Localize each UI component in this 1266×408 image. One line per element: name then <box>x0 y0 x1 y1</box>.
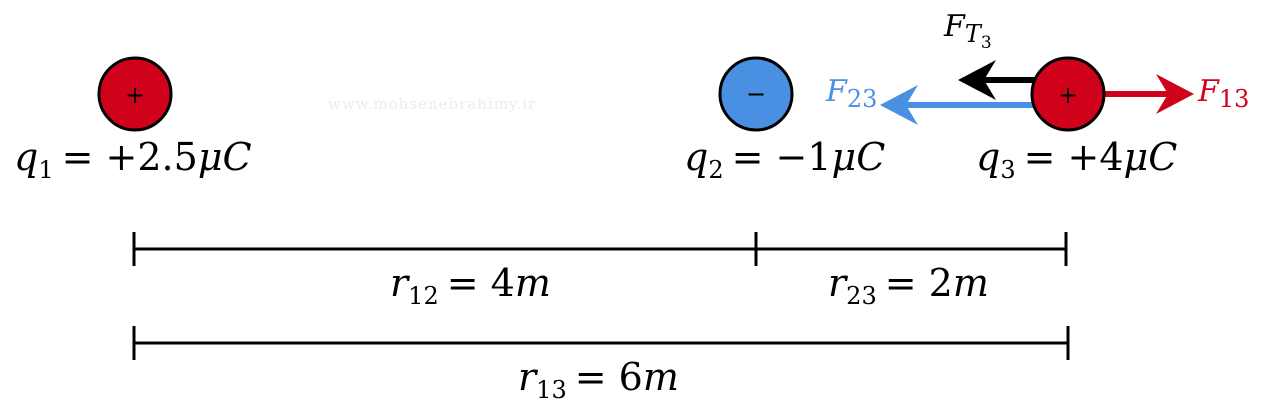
force-total-arrow <box>958 60 1040 100</box>
charge-q3-label: q3 = +4μC <box>976 135 1177 184</box>
force-13-label: F13 <box>1197 74 1249 113</box>
charge-q3-sign: + <box>1058 81 1078 109</box>
charge-q1: + <box>97 56 173 132</box>
distance-r23-label: r23 = 2m <box>828 261 989 310</box>
charge-q2: − <box>718 56 794 132</box>
watermark-text: www.mohsenebrahimy.ir <box>328 95 536 113</box>
distance-bar-upper <box>132 232 1068 266</box>
force-total-label: FT3 <box>943 9 992 53</box>
force-23-arrow <box>880 85 1034 125</box>
charge-q2-label: q2 = −1μC <box>684 135 885 184</box>
distance-r13-label: r13 = 6m <box>518 355 679 404</box>
charge-q3-circle <box>1030 56 1106 132</box>
charge-q3: + <box>1030 56 1106 132</box>
charge-q1-sign: + <box>125 81 145 109</box>
force-23-label: F23 <box>825 74 877 113</box>
force-13-arrow <box>1100 74 1194 114</box>
charge-q1-label: q1 = +2.5μC <box>14 135 252 184</box>
charge-q2-circle <box>718 56 794 132</box>
distance-r12-label: r12 = 4m <box>390 261 551 310</box>
charge-q1-circle <box>97 56 173 132</box>
distance-bar-lower <box>132 326 1070 360</box>
charge-q2-sign: − <box>746 80 766 108</box>
